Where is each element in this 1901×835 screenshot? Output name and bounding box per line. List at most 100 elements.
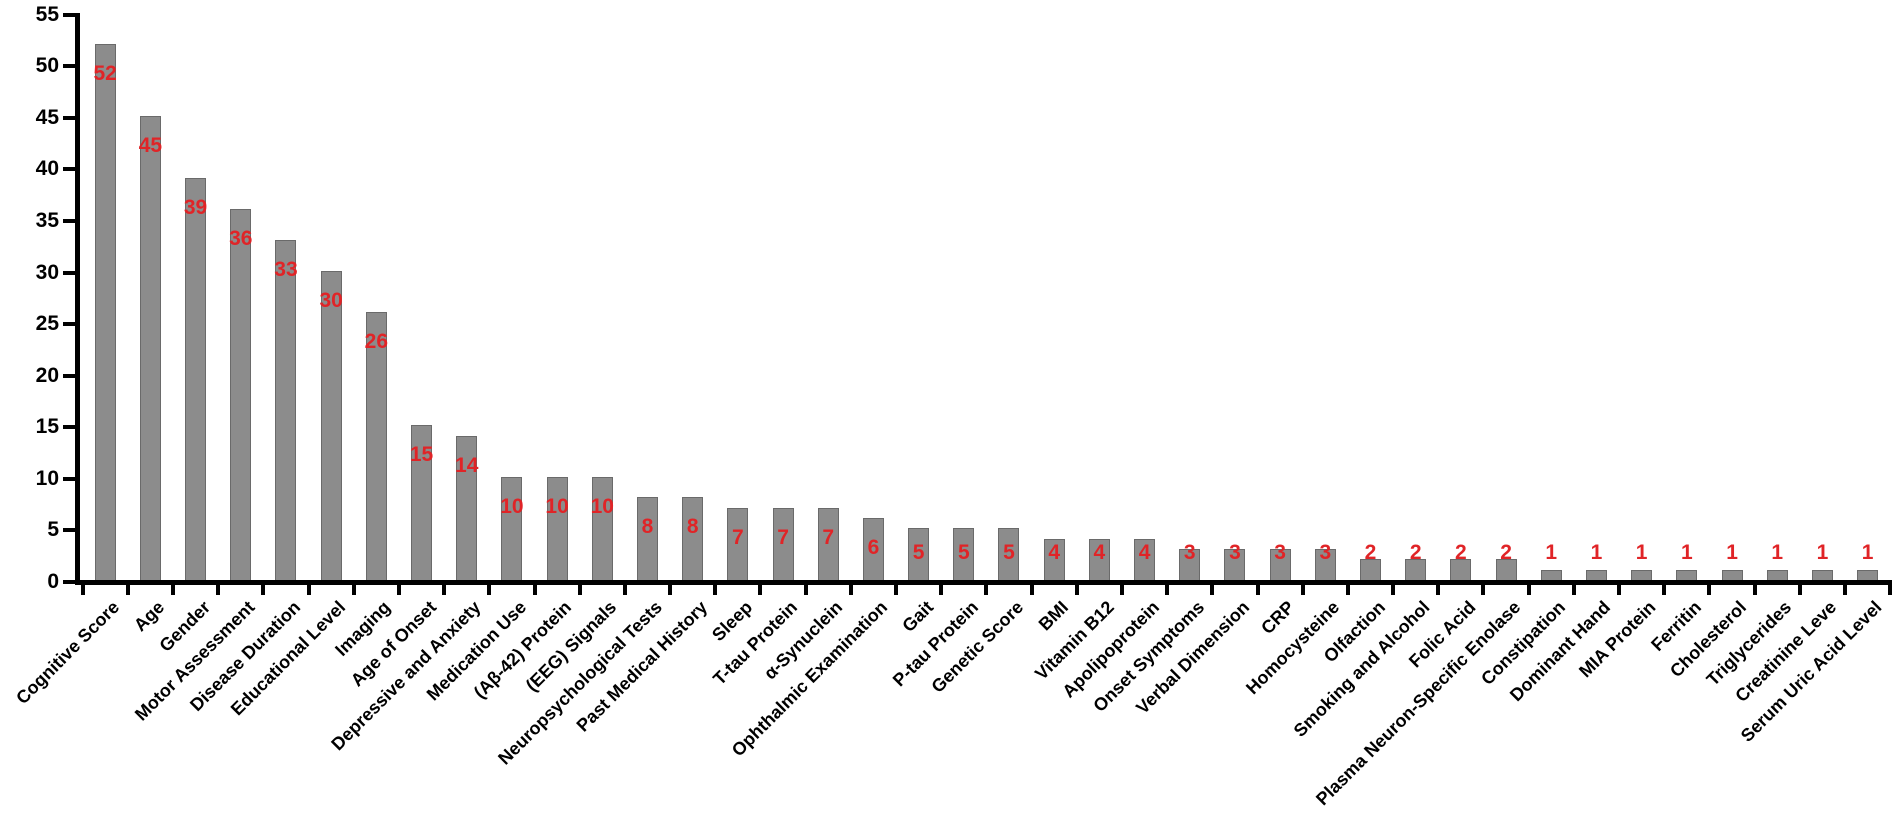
- x-tick-label: Age: [130, 597, 169, 636]
- y-tick: [63, 167, 77, 172]
- x-tick: [622, 582, 627, 595]
- bar-value-label: 3: [1319, 541, 1332, 564]
- x-tick: [984, 582, 989, 595]
- bar-value-label: 3: [1274, 541, 1286, 564]
- y-tick: [63, 580, 77, 584]
- bar: [1269, 549, 1291, 580]
- y-tick: [63, 218, 77, 223]
- bar: [230, 208, 252, 580]
- bar: [636, 497, 658, 580]
- bar-value-label: 10: [590, 494, 614, 518]
- y-tick: [63, 373, 77, 378]
- y-tick-label: 40: [35, 157, 59, 181]
- x-tick: [1119, 582, 1124, 595]
- bar: [591, 476, 613, 580]
- bar-value-label: 45: [138, 133, 163, 157]
- bar: [139, 115, 161, 580]
- bar: [456, 435, 478, 580]
- x-tick: [487, 582, 492, 595]
- x-tick: [532, 582, 537, 595]
- bar: [546, 476, 568, 580]
- bar: [682, 497, 704, 580]
- bar-value-label: 2: [1500, 541, 1512, 564]
- bar: [1088, 538, 1110, 580]
- bar: [1857, 569, 1879, 580]
- bar: [1314, 549, 1336, 580]
- y-tick: [63, 322, 77, 327]
- bar-value-label: 30: [319, 288, 343, 312]
- bar: [1450, 559, 1472, 580]
- bar: [1766, 569, 1788, 580]
- x-tick: [170, 582, 175, 595]
- x-tick: [1436, 582, 1441, 595]
- bar: [1405, 559, 1427, 580]
- y-tick-label: 45: [35, 105, 59, 129]
- bar: [817, 507, 839, 580]
- y-tick-label: 55: [35, 2, 59, 26]
- x-tick: [306, 582, 311, 595]
- bar: [908, 528, 930, 580]
- x-tick: [1345, 582, 1350, 595]
- bar-value-label: 2: [1409, 541, 1422, 564]
- bar: [998, 528, 1020, 580]
- x-tick: [1391, 582, 1396, 595]
- bar: [862, 518, 884, 580]
- bar: [185, 177, 207, 580]
- bar: [1224, 549, 1246, 580]
- y-tick: [63, 528, 77, 533]
- y-axis-line: [75, 13, 80, 585]
- bar: [1721, 569, 1743, 580]
- x-tick: [1797, 582, 1802, 595]
- bar: [320, 270, 342, 580]
- x-tick: [351, 582, 356, 595]
- bar: [411, 425, 433, 580]
- y-tick-label: 15: [35, 415, 59, 439]
- bar: [1540, 569, 1562, 580]
- x-tick: [1074, 582, 1079, 595]
- bar-value-label: 6: [867, 536, 880, 560]
- bar-value-label: 8: [641, 515, 654, 539]
- bar-value-label: 2: [1364, 541, 1377, 564]
- bar-value-label: 26: [364, 329, 388, 353]
- y-tick-label: 10: [35, 466, 59, 490]
- bar: [1495, 559, 1517, 580]
- bar-value-label: 2: [1455, 541, 1467, 564]
- y-tick: [63, 425, 77, 430]
- x-tick: [713, 582, 718, 595]
- y-tick: [63, 115, 77, 120]
- bar-value-label: 14: [455, 453, 479, 477]
- y-tick: [63, 270, 77, 275]
- y-tick-label: 25: [35, 312, 59, 336]
- bar-value-label: 36: [229, 226, 253, 250]
- x-tick: [848, 582, 853, 595]
- bar-value-label: 1: [1861, 541, 1874, 564]
- bar-value-label: 1: [1681, 541, 1693, 564]
- bar: [1134, 538, 1156, 580]
- x-tick: [1300, 582, 1305, 595]
- x-tick: [803, 582, 808, 595]
- bar-value-label: 33: [274, 257, 298, 281]
- bar: [94, 43, 116, 580]
- bar: [501, 476, 523, 580]
- x-tick: [1843, 582, 1847, 595]
- x-tick: [125, 582, 130, 595]
- bar: [275, 239, 297, 580]
- x-tick: [216, 582, 221, 595]
- bar-value-label: 1: [1816, 541, 1829, 564]
- x-tick: [1481, 582, 1486, 595]
- bar-value-label: 4: [1048, 541, 1061, 564]
- bar-value-label: 7: [732, 525, 744, 549]
- x-axis-line: [75, 580, 1893, 585]
- bar-value-label: 1: [1635, 541, 1648, 564]
- y-tick: [63, 64, 77, 69]
- bar-value-label: 8: [686, 515, 699, 539]
- bar: [1043, 538, 1065, 580]
- bar: [1676, 569, 1698, 580]
- bar-value-label: 10: [545, 494, 569, 518]
- y-tick-label: 5: [47, 518, 59, 542]
- bar-value-label: 7: [822, 525, 835, 549]
- bar-value-label: 5: [912, 541, 925, 564]
- y-tick: [63, 476, 77, 481]
- bar-value-label: 10: [500, 494, 524, 518]
